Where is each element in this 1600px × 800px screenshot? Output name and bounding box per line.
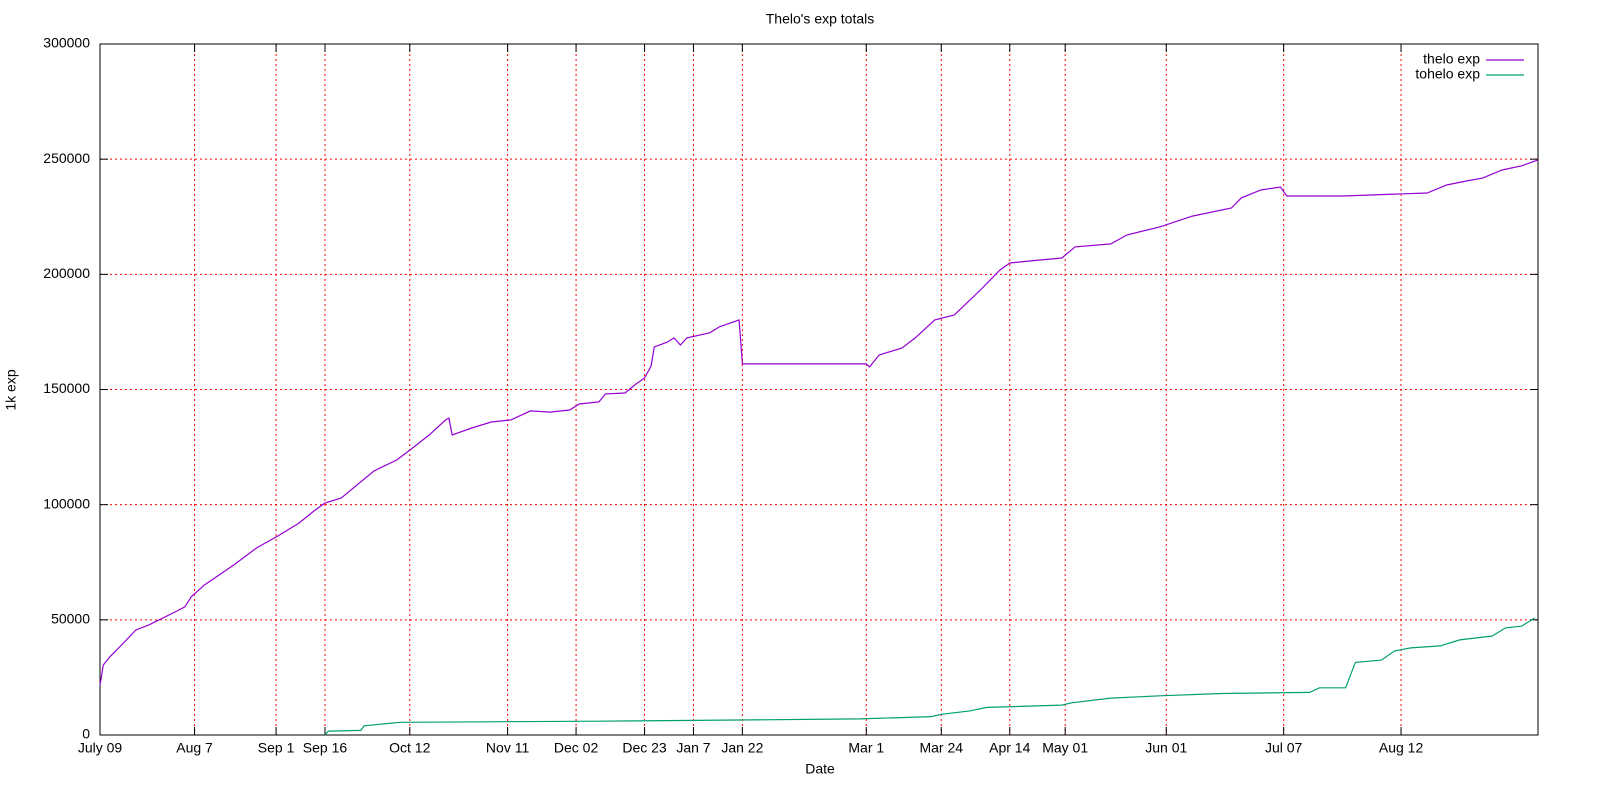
x-tick-label: Jan 22 [721, 740, 763, 756]
y-tick-label: 0 [82, 726, 90, 742]
plot-frame [99, 43, 1539, 736]
legend-label: thelo exp [1423, 51, 1480, 67]
x-tick-label: Dec 23 [622, 740, 667, 756]
x-tick-label: Aug 7 [176, 740, 213, 756]
series-line [324, 617, 1536, 736]
x-tick-label: Nov 11 [486, 740, 530, 756]
x-tick-label: Jan 7 [676, 740, 710, 756]
x-tick-label: Oct 12 [389, 740, 430, 756]
legend-label: tohelo exp [1415, 66, 1480, 82]
x-axis-label: Date [805, 761, 835, 777]
x-tick-label: Jun 01 [1145, 740, 1187, 756]
y-tick-label: 100000 [43, 495, 90, 511]
y-tick-label: 200000 [43, 265, 90, 281]
x-tick-label: Mar 1 [848, 740, 884, 756]
x-tick-label: Dec 02 [554, 740, 599, 756]
x-tick-label: Aug 12 [1379, 740, 1424, 756]
y-axis-label: 1k exp [3, 369, 19, 410]
x-tick-label: July 09 [78, 740, 123, 756]
y-tick-label: 50000 [51, 611, 90, 627]
x-tick-label: Apr 14 [989, 740, 1030, 756]
x-tick-label: Sep 1 [258, 740, 295, 756]
x-tick-label: Sep 16 [303, 740, 348, 756]
y-tick-label: 250000 [43, 150, 90, 166]
x-tick-label: Jul 07 [1265, 740, 1303, 756]
y-tick-label: 300000 [43, 35, 90, 51]
x-tick-label: Mar 24 [919, 740, 963, 756]
chart-title: Thelo's exp totals [766, 11, 875, 27]
y-tick-label: 150000 [43, 380, 90, 396]
x-tick-label: May 01 [1042, 740, 1088, 756]
series-line [99, 159, 1539, 686]
